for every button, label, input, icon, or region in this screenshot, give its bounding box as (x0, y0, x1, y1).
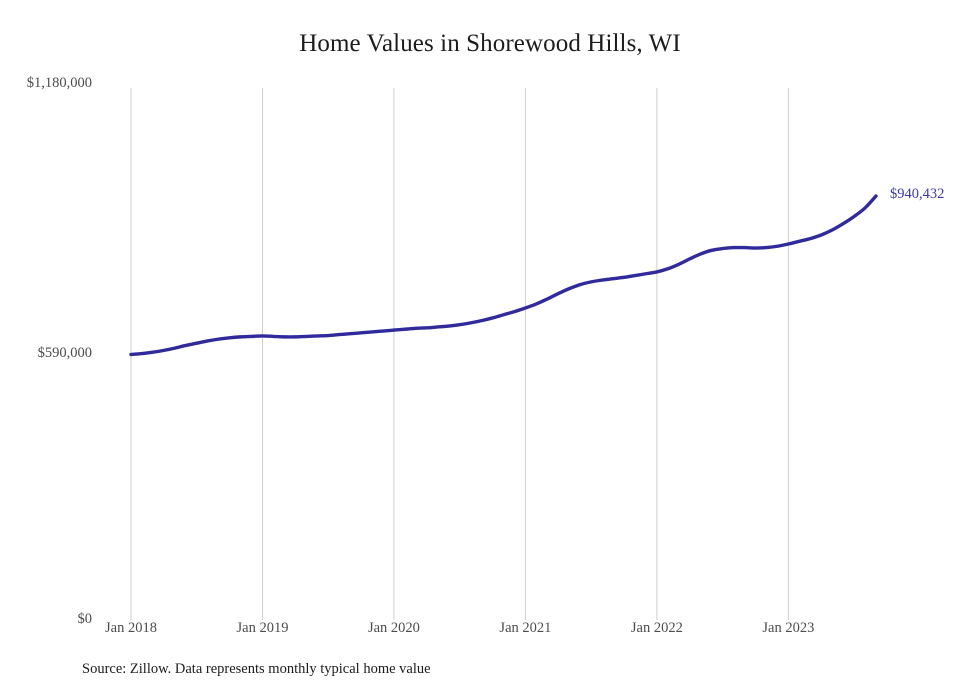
x-axis-tick-label-4: Jan 2022 (630, 620, 683, 636)
gridlines-group (130, 88, 789, 620)
x-axis-tick-label-3: Jan 2021 (499, 620, 552, 636)
x-axis-tick-label-5: Jan 2023 (762, 620, 815, 636)
x-axis-tick-label-0: Jan 2018 (105, 620, 157, 636)
source-footnote: Source: Zillow. Data represents monthly … (82, 661, 431, 677)
y-axis-tick-label-zero: $0 (77, 611, 93, 627)
x-axis-tick-label-2: Jan 2020 (367, 620, 420, 636)
data-series-group (129, 194, 878, 357)
y-axis-tick-label-mid: $590,000 (37, 345, 92, 361)
endpoint-value-label: $940,432 (890, 186, 945, 202)
chart-title: Home Values in Shorewood Hills, WI (299, 30, 681, 57)
x-axis-tick-label-1: Jan 2019 (236, 620, 289, 636)
series-line-typical-home-value (129, 194, 878, 357)
y-axis-tick-label-max: $1,180,000 (26, 75, 92, 91)
